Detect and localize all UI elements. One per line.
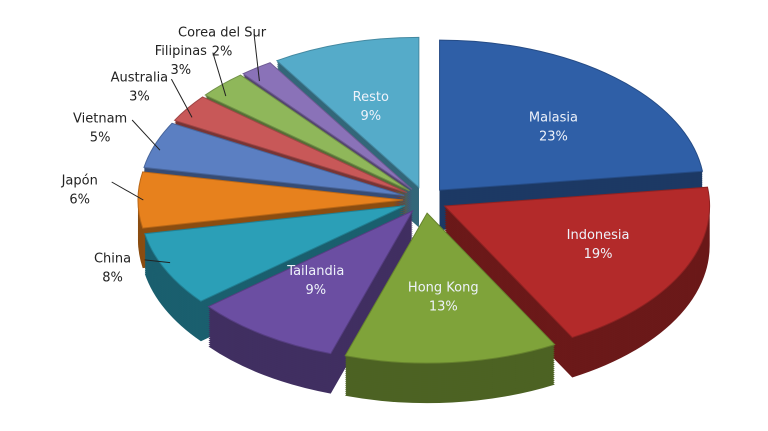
slice-label: China [94,251,131,266]
leader-line [131,119,161,151]
value-label: 9% [306,283,327,298]
value-label: 9% [360,109,381,124]
leader-line [212,52,227,97]
value-label: 23% [539,129,568,144]
slice-label: Resto [353,90,389,105]
slice-label: Filipinas [155,44,207,59]
value-label: 6% [69,193,90,208]
leader-line [144,259,171,264]
slice [439,39,704,191]
slice-label: Japón [61,174,98,189]
leader-line [253,33,260,82]
slice-label: Malasia [529,110,578,125]
value-label: 19% [584,247,613,262]
value-label: 13% [429,300,458,315]
leader-line [111,181,144,201]
slice-group [439,39,704,231]
value-label: 8% [102,270,123,285]
slice-label: Corea del Sur [178,25,267,40]
slice-group [344,212,556,404]
leader-line [170,78,193,118]
value-label: 3% [171,63,192,78]
slice-label: Hong Kong [408,281,479,296]
value-label: 3% [129,90,150,105]
slice-label: Tailandia [286,264,344,279]
slice [137,171,404,229]
slice [242,62,413,190]
slice [443,186,711,339]
slice-label: Australia [111,71,169,86]
slice [275,36,420,189]
slice [207,209,414,355]
slice-group [207,209,414,394]
slice-group [443,186,711,378]
value-label: 2% [212,44,233,59]
slice-label: Indonesia [567,228,630,243]
value-label: 5% [90,131,111,146]
slice-label: Vietnam [73,112,127,127]
slice [144,205,406,302]
slice [344,212,556,364]
